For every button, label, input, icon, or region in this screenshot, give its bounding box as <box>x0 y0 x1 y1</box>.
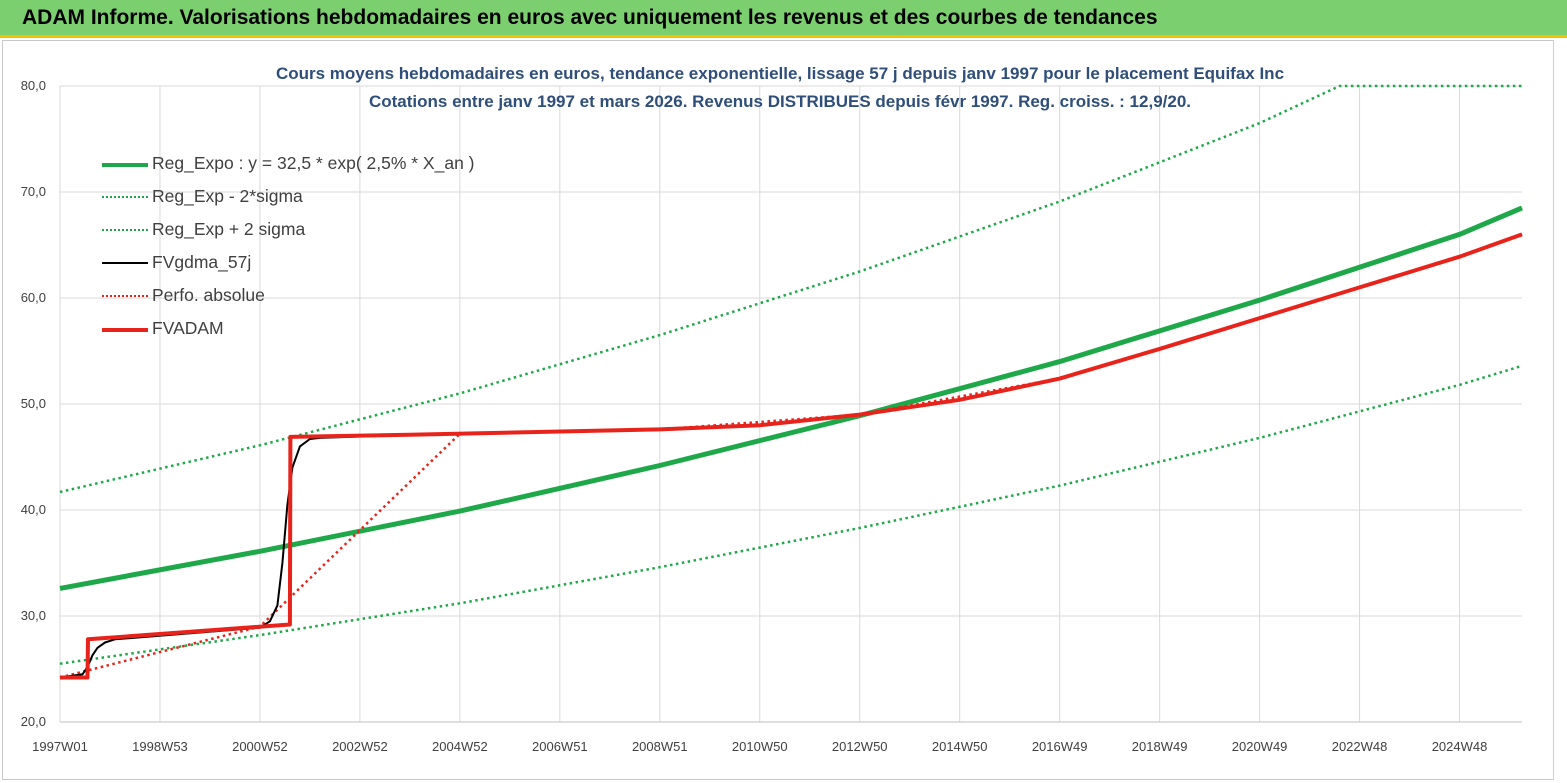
report-title: ADAM Informe. Valorisations hebdomadaire… <box>22 6 1158 29</box>
legend-label: Reg_Exp - 2*sigma <box>152 186 303 206</box>
x-tick-label: 2024W48 <box>1432 739 1488 754</box>
series-line-4 <box>59 233 1523 679</box>
series-line-0 <box>59 205 1523 591</box>
series-line-1 <box>59 364 1523 665</box>
x-tick-label: 2006W51 <box>532 739 588 754</box>
y-tick-label: 40,0 <box>21 502 46 517</box>
legend-label: FVgdma_57j <box>152 252 252 272</box>
legend-label: Reg_Expo : y = 32,5 * exp( 2,5% * X_an ) <box>152 153 475 173</box>
series <box>59 84 1523 680</box>
series-line-2 <box>59 84 1522 494</box>
chart-subtitle: Cotations entre janv 1997 et mars 2026. … <box>368 92 1192 111</box>
y-tick-label: 80,0 <box>21 78 46 93</box>
axes: 20,0 30,0 40,0 50,0 60,0 70,0 80,0 1997W01 1998W… <box>21 78 1522 754</box>
x-tick-label: 2010W50 <box>732 739 788 754</box>
legend-label: Reg_Exp + 2 sigma <box>152 219 306 239</box>
x-tick-label: 1998W53 <box>132 739 188 754</box>
x-tick-label: 2014W50 <box>932 739 988 754</box>
y-tick-label: 60,0 <box>21 290 46 305</box>
x-tick-label: 2022W48 <box>1332 739 1388 754</box>
x-tick-label: 2004W52 <box>432 739 488 754</box>
x-tick-label: 2018W49 <box>1132 739 1188 754</box>
x-tick-label: 2000W52 <box>232 739 288 754</box>
y-tick-label: 20,0 <box>21 714 46 729</box>
series-line-3 <box>59 233 1523 679</box>
legend-swatch <box>102 328 148 332</box>
y-tick-label: 50,0 <box>21 396 46 411</box>
legend-swatch <box>102 163 148 167</box>
scrollbar-edge <box>1553 40 1565 780</box>
chart-title: Cours moyens hebdomadaires en euros, ten… <box>275 64 1285 83</box>
legend-swatch <box>102 196 148 198</box>
x-tick-label: 2016W49 <box>1032 739 1088 754</box>
y-tick-label: 70,0 <box>21 184 46 199</box>
legend-label: Perfo. absolue <box>152 285 265 305</box>
series-line-5 <box>60 232 1523 680</box>
title-bar: ADAM Informe. Valorisations hebdomadaire… <box>0 0 1567 38</box>
legend-label: FVADAM <box>152 318 224 338</box>
legend-swatch <box>102 262 148 264</box>
x-tick-label: 2002W52 <box>332 739 388 754</box>
legend-swatch <box>102 295 148 297</box>
x-tick-label: 2008W51 <box>632 739 688 754</box>
legend-swatch <box>102 229 148 231</box>
y-tick-label: 30,0 <box>21 608 46 623</box>
gridlines <box>59 85 1522 723</box>
x-tick-label: 2012W50 <box>832 739 888 754</box>
x-tick-label: 2020W49 <box>1232 739 1288 754</box>
x-tick-label: 1997W01 <box>32 739 88 754</box>
